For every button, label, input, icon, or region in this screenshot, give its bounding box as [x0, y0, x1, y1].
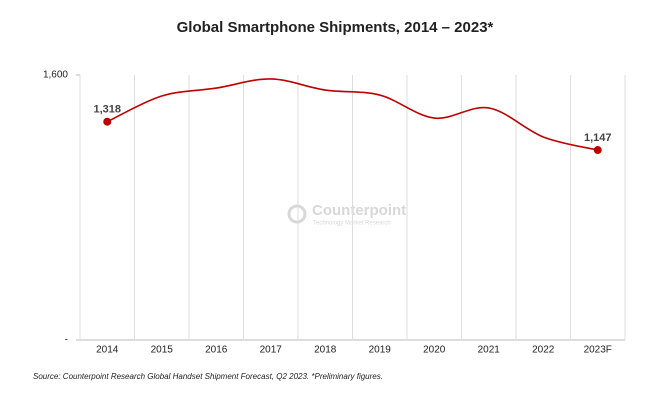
watermark-subtitle: Technology Market Research	[313, 221, 391, 227]
watermark: Counterpoint	[312, 202, 406, 219]
source-note: Source: Counterpoint Research Global Han…	[33, 372, 383, 381]
x-tick-label: 2019	[369, 345, 392, 356]
y-tick-label: -	[65, 335, 68, 346]
y-tick-label: 1,600	[43, 70, 68, 81]
x-tick-label: 2020	[423, 345, 446, 356]
x-tick-label: 2018	[314, 345, 337, 356]
data-label: 1,318	[93, 104, 121, 116]
x-tick-label: 2016	[205, 345, 228, 356]
data-label: 1,147	[584, 132, 612, 144]
x-tick-label: 2015	[151, 345, 174, 356]
x-tick-label: 2014	[96, 345, 119, 356]
watermark-logo	[287, 204, 307, 224]
x-tick-label: 2022	[532, 345, 555, 356]
series-line	[106, 78, 598, 151]
x-tick-label: 2017	[260, 345, 283, 356]
data-point	[593, 146, 602, 155]
chart-title: Global Smartphone Shipments, 2014 – 2023…	[177, 19, 494, 36]
x-tick-label: 2023F	[584, 345, 612, 356]
x-tick-label: 2021	[478, 345, 501, 356]
data-point	[103, 117, 112, 126]
